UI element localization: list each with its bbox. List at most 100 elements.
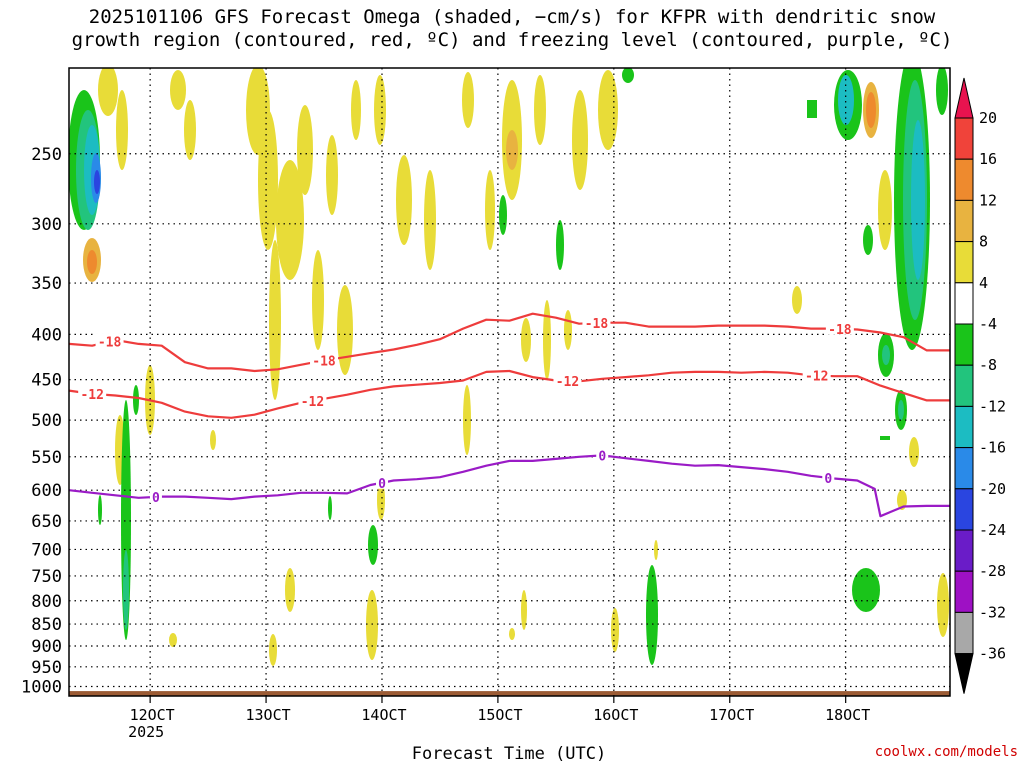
pressure-tick-label: 900 bbox=[31, 637, 62, 657]
pressure-tick-label: 750 bbox=[31, 567, 62, 587]
time-tick-label: 14OCT bbox=[361, 706, 406, 724]
omega-shade bbox=[87, 250, 97, 274]
contour-label: -12 bbox=[80, 388, 103, 403]
contour-label: -12 bbox=[556, 375, 579, 390]
colorbar-segment bbox=[954, 117, 974, 160]
omega-shade bbox=[170, 70, 186, 110]
colorbar-segment bbox=[954, 282, 974, 325]
omega-shade bbox=[792, 286, 802, 314]
title-line-1: 2025101106 GFS Forecast Omega (shaded, −… bbox=[88, 6, 936, 28]
colorbar-label: -20 bbox=[979, 480, 1006, 498]
contour-label-background bbox=[596, 447, 609, 462]
colorbar-segment bbox=[954, 529, 974, 572]
colorbar-label: -32 bbox=[979, 603, 1006, 621]
x-axis-label: Forecast Time (UTC) bbox=[411, 744, 607, 764]
contour-label: 0 bbox=[378, 477, 386, 492]
contour-label-background bbox=[95, 333, 124, 348]
temperature-contours: -18 -18 -18 -18 -12 -12 -12 -12 0 0 0 0 bbox=[68, 312, 950, 518]
colorbar-label: 20 bbox=[979, 109, 997, 127]
omega-shade bbox=[184, 100, 196, 160]
contour-label: -18 bbox=[585, 317, 609, 332]
contour-label-background bbox=[802, 367, 831, 382]
colorbar-label: -24 bbox=[979, 521, 1006, 539]
plot-frame bbox=[68, 67, 951, 697]
omega-shade bbox=[424, 170, 436, 270]
omega-shade bbox=[878, 170, 892, 250]
contour-label: -12 bbox=[301, 395, 324, 410]
terrain-fill bbox=[69, 691, 950, 696]
time-gridlines bbox=[149, 68, 847, 696]
time-tick-label: 18OCT bbox=[825, 706, 870, 724]
contour-label-background bbox=[78, 385, 107, 400]
pressure-tick-label: 350 bbox=[31, 274, 62, 294]
pressure-tick-label: 650 bbox=[31, 512, 62, 532]
year-label: 2025 bbox=[128, 723, 164, 741]
omega-shade bbox=[374, 75, 386, 145]
omega-shade bbox=[269, 634, 277, 666]
colorbar-label: 12 bbox=[979, 191, 997, 209]
omega-shade bbox=[116, 90, 128, 170]
pressure-tick-label: 850 bbox=[31, 615, 62, 635]
title-line-2: growth region (contoured, red, ºC) and f… bbox=[71, 29, 953, 51]
omega-shade bbox=[169, 633, 177, 647]
omega-shade bbox=[937, 573, 949, 637]
contour-label: 0 bbox=[824, 472, 832, 487]
pressure-tick-label: 700 bbox=[31, 540, 62, 560]
pressure-tick-label: 600 bbox=[31, 481, 62, 501]
colorbar-label: -36 bbox=[979, 645, 1006, 663]
omega-shade bbox=[326, 135, 338, 215]
omega-shade bbox=[285, 568, 295, 612]
omega-shade bbox=[337, 285, 353, 375]
omega-shade bbox=[98, 495, 102, 525]
pressure-tick-label: 400 bbox=[31, 325, 62, 345]
omega-shade bbox=[852, 568, 880, 612]
omega-shade bbox=[269, 240, 281, 400]
omega-shade bbox=[838, 75, 854, 125]
contour-label: -18 bbox=[98, 336, 122, 351]
time-tick-label: 12OCT bbox=[130, 706, 175, 724]
time-tick-label: 16OCT bbox=[593, 706, 638, 724]
contour-label-background bbox=[310, 352, 339, 367]
omega-shading bbox=[69, 68, 949, 666]
pressure-tick-label: 500 bbox=[31, 411, 62, 431]
omega-shade bbox=[506, 130, 518, 170]
omega-shade bbox=[936, 68, 948, 115]
colorbar-segment bbox=[954, 447, 974, 490]
omega-shade bbox=[485, 170, 495, 250]
omega-shade bbox=[866, 92, 876, 128]
colorbar-segment bbox=[954, 364, 974, 407]
omega-shade bbox=[898, 400, 904, 420]
omega-shade bbox=[543, 300, 551, 380]
omega-shade bbox=[368, 525, 378, 565]
omega-shade bbox=[564, 310, 572, 350]
omega-shade bbox=[396, 155, 412, 245]
pressure-tick-label: 800 bbox=[31, 592, 62, 612]
colorbar-label: 8 bbox=[979, 233, 988, 251]
colorbar-arrow-top bbox=[954, 77, 974, 119]
omega-shade bbox=[807, 100, 817, 118]
omega-shade bbox=[312, 250, 324, 350]
omega-shade bbox=[911, 120, 925, 280]
omega-shade bbox=[276, 160, 304, 280]
colorbar-segment bbox=[954, 158, 974, 201]
contour-label-background bbox=[375, 474, 388, 489]
omega-shade bbox=[880, 436, 890, 440]
omega-shade bbox=[351, 80, 361, 140]
contour-label-background bbox=[582, 314, 611, 329]
contour-label-background bbox=[553, 372, 582, 387]
colorbar-segment bbox=[954, 570, 974, 613]
omega-shade bbox=[210, 430, 216, 450]
pressure-gridlines bbox=[69, 153, 950, 688]
colorbar: 20 16 12 8 4 -4 -8 -12 -16 -20 -24 -28 -32 -36 bbox=[954, 77, 1006, 694]
time-tick-label: 13OCT bbox=[245, 706, 290, 724]
omega-shade bbox=[366, 590, 378, 660]
colorbar-segment bbox=[954, 199, 974, 243]
omega-shade bbox=[611, 608, 619, 652]
omega-shade bbox=[622, 68, 634, 83]
omega-shade bbox=[556, 220, 564, 270]
colorbar-label: -16 bbox=[979, 439, 1006, 457]
contour-label-background bbox=[149, 488, 162, 503]
contour-label-background bbox=[825, 320, 854, 335]
